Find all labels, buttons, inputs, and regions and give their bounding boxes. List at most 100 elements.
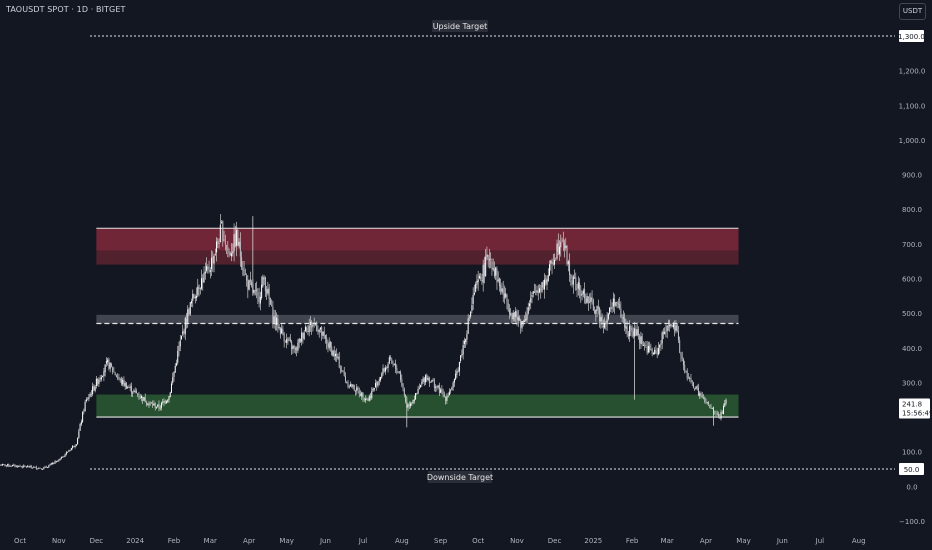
candle-body [138,395,140,398]
x-tick-label: Dec [90,537,104,545]
midline-zone [96,314,739,324]
candle-body [428,377,430,384]
candle-body [473,292,475,295]
candle-body [246,275,248,281]
candle-body [78,431,80,438]
candle-body [120,378,122,384]
candle-body [49,464,51,466]
candle-body [393,364,395,365]
candle-body [286,338,288,343]
candle-body [697,387,699,396]
candle-body [569,261,571,276]
candle-body [644,344,646,346]
candle-body [140,396,142,398]
candle-body [502,288,504,295]
candle-body [675,325,677,331]
candle-body [421,381,423,385]
candle-body [175,363,177,366]
candle-body [90,393,92,395]
candle-body [686,370,688,379]
candle-body [649,345,651,350]
candle-body [160,402,162,408]
candle-body [204,271,206,274]
candle-body [128,387,130,388]
candle-body [249,278,251,282]
candle-body [696,385,698,388]
candle-body [287,337,289,342]
candle-body [62,456,64,458]
candle-body [458,362,460,372]
candle-body [73,446,75,447]
candle-body [431,380,433,383]
candle-body [159,407,161,409]
candle-body [358,390,360,395]
candle-body [664,331,666,335]
candle-body [497,279,499,282]
candle-body [150,402,152,404]
candle-body [119,378,121,380]
candle-body [13,464,15,466]
candle-body [397,371,399,373]
candle-body [418,387,420,389]
candle-body [55,460,57,462]
candle-body [271,305,273,307]
candle-body [232,251,234,254]
candle-body [292,346,294,350]
candle-body [470,311,472,317]
candle-body [614,299,616,306]
candle-body [319,327,321,330]
upside-target-label: Upside Target [433,22,488,31]
candle-body [82,412,84,422]
candle-body [261,284,263,299]
candle-body [108,359,110,369]
candle-body [391,359,393,364]
candle-body [377,381,379,386]
candle-body [298,338,300,343]
candle-body [532,291,534,294]
candle-body [710,406,712,409]
candle-body [238,241,240,247]
candle-body [183,330,185,334]
candle-body [636,329,638,336]
candle-body [8,464,10,467]
candle-body [386,366,388,368]
candle-body [536,290,538,293]
candle-body [33,466,35,468]
candle-body [373,388,375,390]
candle-body [468,316,470,318]
candle-body [635,328,637,336]
upside-price-box [899,30,924,42]
candle-body [43,467,45,470]
candle-body [342,370,344,372]
y-tick-label: 1,000.0 [899,137,926,145]
y-tick-label: 1,200.0 [899,68,926,76]
candle-body [7,464,9,466]
candle-body [576,288,578,291]
x-tick-label: Aug [395,537,409,545]
candle-body [65,452,67,455]
candle-body [634,328,636,337]
candle-body [22,466,24,468]
candle-body [562,239,564,244]
candle-body [403,389,405,396]
candle-body [100,377,102,380]
currency-button[interactable]: USDT [899,3,926,20]
candle-body [383,368,385,372]
candle-body [314,323,316,325]
candle-body [711,408,713,410]
candle-body [228,251,230,254]
candle-body [395,363,397,369]
candle-body [542,281,544,288]
candle-body [551,261,553,265]
candle-body [392,363,394,365]
candle-body [308,325,310,333]
candle-body [208,266,210,271]
x-tick-label: Oct [14,537,26,545]
candle-body [654,349,656,354]
candle-body [492,267,494,270]
candle-body [630,326,632,330]
candle-body [130,385,132,393]
candle-body [214,254,216,256]
candle-body [549,264,551,276]
